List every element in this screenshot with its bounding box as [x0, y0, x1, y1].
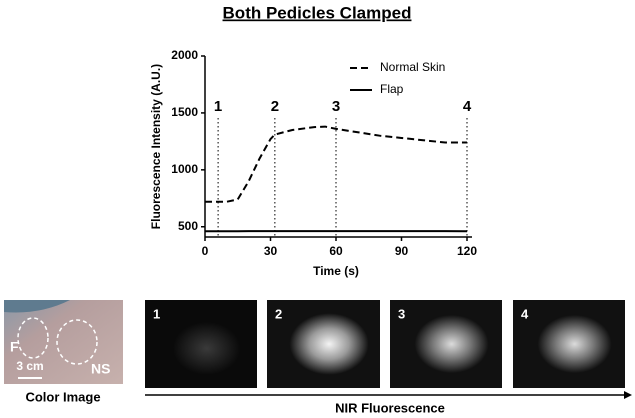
series-line: [205, 125, 467, 203]
nir-panel: [145, 300, 257, 388]
annotation-label: 2: [271, 98, 279, 115]
arrow-head: [624, 391, 632, 399]
x-tick-label: 120: [457, 244, 477, 258]
x-tick-label: 60: [329, 244, 343, 258]
nir-label: NIR Fluorescence: [335, 400, 445, 415]
legend-label: Flap: [380, 82, 404, 96]
color-image-label: Color Image: [25, 389, 100, 404]
panel-label: 1: [153, 306, 160, 321]
skin-outline: [56, 319, 98, 365]
legend-label: Normal Skin: [380, 60, 445, 74]
panel-label: 4: [521, 306, 529, 321]
background: [4, 300, 70, 313]
skin-label: NS: [91, 361, 110, 377]
y-tick-label: 500: [178, 219, 198, 233]
y-tick-label: 2000: [171, 48, 198, 62]
x-tick-label: 30: [264, 244, 278, 258]
flap-label: F: [10, 339, 19, 355]
panel-label: 3: [398, 306, 405, 321]
annotation-label: 4: [463, 98, 472, 115]
y-tick-label: 1500: [171, 105, 198, 119]
chart-title: Both Pedicles Clamped: [223, 3, 412, 22]
panel-label: 2: [275, 306, 282, 321]
y-axis-label: Fluorescence Intensity (A.U.): [149, 64, 163, 229]
annotation-label: 1: [214, 98, 222, 115]
plot: 500 1000 1500 2000 0 30 60 90 120 Time (s) Fluores…: [149, 48, 477, 278]
nir-panel: [267, 300, 380, 388]
x-axis-label: Time (s): [313, 264, 359, 278]
x-tick-label: 90: [395, 244, 409, 258]
nir-panel: [513, 300, 625, 388]
color-image: [4, 300, 123, 384]
y-tick-label: 1000: [171, 162, 198, 176]
x-tick-label: 0: [202, 244, 209, 258]
annotation-label: 3: [332, 98, 340, 115]
nir-panel: [390, 300, 502, 388]
scale-label: 3 cm: [16, 359, 43, 373]
flap-outline: [17, 317, 49, 359]
